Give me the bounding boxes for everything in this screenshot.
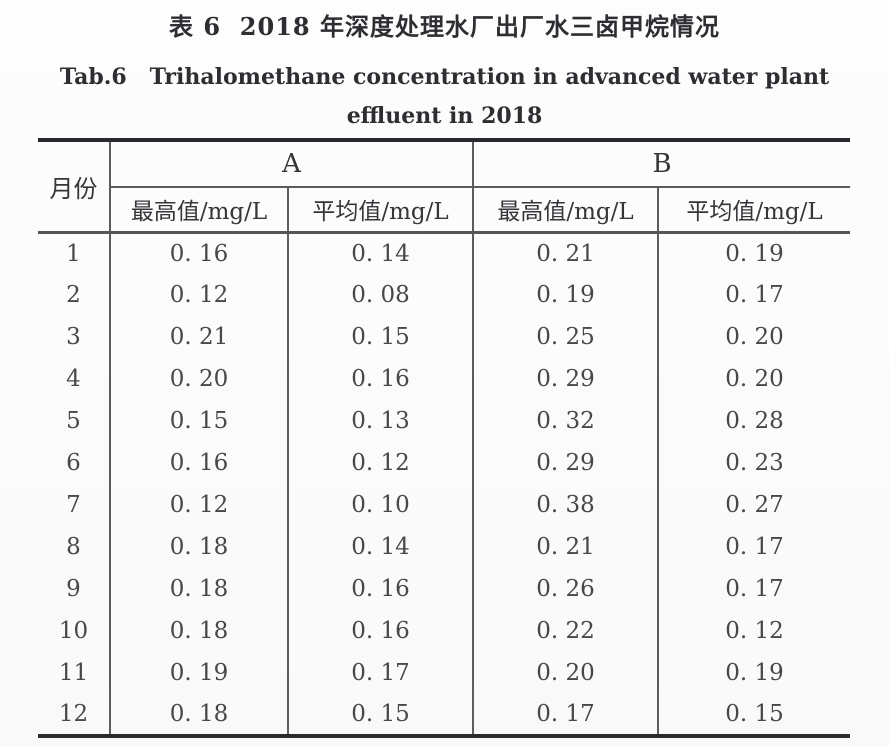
cell-b-max: 0. 22 [473, 610, 659, 652]
cell-a-max: 0. 18 [110, 526, 289, 568]
cell-a-max: 0. 16 [110, 232, 289, 274]
cell-b-max: 0. 17 [473, 694, 659, 736]
cell-b-avg: 0. 12 [725, 618, 784, 644]
header-month: 月份 [38, 140, 111, 234]
cell-a-avg: 0. 10 [288, 484, 474, 526]
cell-b-max: 0. 38 [473, 484, 659, 526]
cell-month: 2 [38, 274, 111, 316]
cell-b-avg: 0. 23 [725, 450, 784, 476]
cell-b-max: 0. 29 [473, 358, 659, 400]
header-sub-row: 最高值/mg/L 平均值/mg/L 最高值/mg/L 平均值/mg/L [38, 187, 851, 234]
cell-b-avg: 0. 17 [725, 534, 784, 560]
cell-a-max: 0. 18 [110, 568, 289, 610]
cell-a-avg: 0. 13 [288, 400, 474, 442]
header-b-max: 最高值/mg/L [473, 187, 659, 234]
cell-a-avg: 0. 08 [288, 274, 474, 316]
cell-month: 8 [38, 526, 111, 568]
cell-b-max: 0. 21 [473, 232, 659, 274]
cell-a-max: 0. 21 [110, 316, 289, 358]
cell-a-avg: 0. 14 [288, 232, 474, 274]
cell-a-max: 0. 18 [110, 694, 289, 736]
cell-month: 11 [38, 652, 111, 694]
cell-b-max: 0. 32 [473, 400, 659, 442]
header-b-avg: 平均值/mg/L [658, 187, 851, 234]
cell-a-max: 0. 15 [110, 400, 289, 442]
cell-a-max: 0. 18 [110, 610, 289, 652]
table-row: 5 0. 15 0. 13 0. 32 0. 28 [38, 400, 850, 442]
table-row: 6 0. 16 0. 12 0. 29 0. 23 [38, 442, 850, 484]
cell-a-avg: 0. 17 [288, 652, 474, 694]
cell-a-max: 0. 12 [110, 274, 289, 316]
header-group-row: 月份 A B [38, 140, 851, 234]
table-caption-en-line2: effluent in 2018 [346, 103, 543, 129]
cell-month: 6 [38, 442, 111, 484]
cell-month: 10 [38, 610, 111, 652]
cell-a-avg: 0. 16 [288, 358, 474, 400]
cell-a-avg: 0. 16 [288, 610, 474, 652]
cell-b-avg: 0. 20 [725, 366, 784, 392]
table-caption-en-line1: Tab.6 Trihalomethane concentration in ad… [59, 64, 830, 90]
cell-b-max: 0. 26 [473, 568, 659, 610]
table-row: 3 0. 21 0. 15 0. 25 0. 20 [38, 316, 850, 358]
cell-month: 5 [38, 400, 111, 442]
header-group-a: A [110, 140, 474, 188]
cell-a-max: 0. 12 [110, 484, 289, 526]
cell-b-avg: 0. 17 [725, 576, 784, 602]
cell-a-avg: 0. 15 [288, 316, 474, 358]
cell-a-max: 0. 19 [110, 652, 289, 694]
table-row: 10 0. 18 0. 16 0. 22 0. 12 [38, 610, 850, 652]
cell-month: 12 [38, 694, 111, 736]
cell-a-avg: 0. 15 [288, 694, 474, 736]
cell-month: 9 [38, 568, 111, 610]
table-caption-zh: 表 6 2018 年深度处理水厂出厂水三卤甲烷情况 [169, 12, 720, 41]
cell-b-avg: 0. 17 [725, 282, 784, 308]
cell-a-max: 0. 16 [110, 442, 289, 484]
cell-a-avg: 0. 12 [288, 442, 474, 484]
table-row: 8 0. 18 0. 14 0. 21 0. 17 [38, 526, 850, 568]
cell-month: 1 [38, 232, 111, 274]
header-a-avg: 平均值/mg/L [288, 187, 474, 234]
cell-a-avg: 0. 14 [288, 526, 474, 568]
table-row: 12 0. 18 0. 15 0. 17 0. 15 [38, 694, 850, 736]
table-row: 1 0. 16 0. 14 0. 21 0. 19 [38, 232, 850, 274]
cell-month: 7 [38, 484, 111, 526]
cell-b-avg: 0. 19 [725, 240, 784, 267]
cell-month: 3 [38, 316, 111, 358]
cell-month: 4 [38, 358, 111, 400]
table-row: 7 0. 12 0. 10 0. 38 0. 27 [38, 484, 850, 526]
table-row: 2 0. 12 0. 08 0. 19 0. 17 [38, 274, 850, 316]
cell-b-avg: 0. 20 [725, 324, 784, 350]
cell-b-avg: 0. 28 [725, 408, 784, 434]
cell-b-max: 0. 25 [473, 316, 659, 358]
table-row: 4 0. 20 0. 16 0. 29 0. 20 [38, 358, 850, 400]
cell-b-max: 0. 21 [473, 526, 659, 568]
cell-b-max: 0. 29 [473, 442, 659, 484]
cell-b-max: 0. 19 [473, 274, 659, 316]
trihalomethane-table: 月份 A B 最高值/mg/L 平均值/mg/L 最高值/mg/L 平均值/mg… [38, 138, 851, 738]
cell-b-avg: 0. 27 [725, 492, 784, 518]
cell-a-avg: 0. 16 [288, 568, 474, 610]
cell-b-max: 0. 20 [473, 652, 659, 694]
header-a-max: 最高值/mg/L [110, 187, 289, 234]
table-row: 11 0. 19 0. 17 0. 20 0. 19 [38, 652, 850, 694]
cell-a-max: 0. 20 [110, 358, 289, 400]
table-row: 9 0. 18 0. 16 0. 26 0. 17 [38, 568, 850, 610]
cell-b-avg: 0. 19 [725, 660, 784, 686]
header-group-b: B [473, 140, 851, 188]
cell-b-avg: 0. 15 [725, 701, 784, 727]
table-body: 1 0. 16 0. 14 0. 21 0. 19 2 0. 12 0. 08 … [38, 232, 850, 736]
